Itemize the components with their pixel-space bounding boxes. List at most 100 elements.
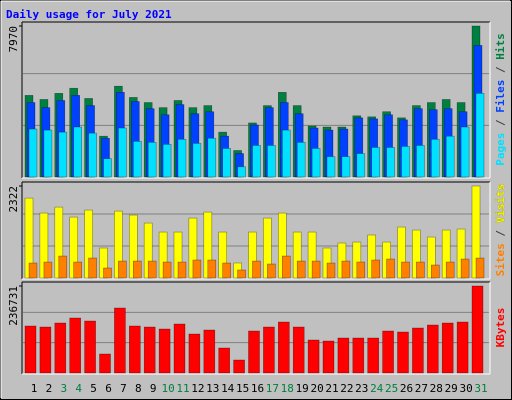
bar <box>28 262 38 279</box>
bar <box>207 137 217 178</box>
bar <box>233 359 245 374</box>
legend-entry: Hits <box>494 33 507 60</box>
legend: KBytes <box>494 308 507 348</box>
bar <box>416 261 425 279</box>
bar <box>296 142 306 178</box>
bar <box>426 324 439 374</box>
bar <box>173 323 186 374</box>
bar <box>307 339 320 374</box>
legend-entry: Sites <box>494 243 507 276</box>
x-tick-label: 9 <box>150 382 157 395</box>
bar <box>252 145 261 178</box>
x-tick-label: 25 <box>385 382 398 395</box>
bar <box>162 144 172 178</box>
bar <box>54 322 67 374</box>
bar <box>471 285 484 374</box>
bar <box>430 264 440 279</box>
bar <box>158 328 171 374</box>
bar <box>416 145 425 178</box>
bar <box>147 142 157 178</box>
bar <box>99 353 111 374</box>
bar <box>277 321 290 374</box>
legend-entry: Pages <box>494 133 507 166</box>
x-tick-label: 28 <box>430 382 443 395</box>
x-tick-label: 2 <box>46 382 53 395</box>
bar <box>58 255 68 279</box>
bar <box>337 337 350 374</box>
x-tick-label: 16 <box>251 382 264 395</box>
bar <box>371 147 381 178</box>
bar <box>69 317 81 374</box>
bar <box>475 93 485 178</box>
bar <box>133 140 142 178</box>
bar <box>311 148 321 178</box>
x-tick-label: 22 <box>340 382 353 395</box>
bar <box>248 330 260 374</box>
x-tick-label: 30 <box>459 382 472 395</box>
bar <box>412 327 424 374</box>
bar <box>237 166 246 178</box>
bar <box>103 158 112 178</box>
bar <box>456 321 469 374</box>
x-tick-label: 4 <box>75 382 82 395</box>
bar <box>129 325 141 374</box>
bar <box>352 337 365 374</box>
bar <box>371 259 381 279</box>
x-tick-label: 3 <box>60 382 67 395</box>
bar <box>147 260 157 279</box>
bar <box>445 135 455 178</box>
bar <box>43 261 53 279</box>
legend-separator: / <box>494 60 507 80</box>
bar <box>218 347 230 374</box>
bar <box>386 147 395 178</box>
x-tick-label: 17 <box>266 382 279 395</box>
y-tick-label: 2322 <box>7 186 20 213</box>
bar <box>281 129 291 178</box>
bar <box>73 126 82 178</box>
legend-separator: / <box>494 223 507 243</box>
x-tick-label: 6 <box>105 382 112 395</box>
bar <box>382 330 394 374</box>
bar <box>267 145 276 178</box>
bar <box>88 132 97 178</box>
bar <box>207 259 217 279</box>
x-tick-label: 1 <box>31 382 38 395</box>
legend-entry: Visits <box>494 184 507 224</box>
bar <box>367 337 380 374</box>
legend-separator: / <box>494 113 507 133</box>
bar <box>386 258 395 279</box>
y-tick-label: 236731 <box>7 286 20 326</box>
bar <box>311 260 321 279</box>
bar <box>397 331 409 374</box>
x-tick-label: 20 <box>310 382 323 395</box>
bar <box>114 307 126 374</box>
bar <box>475 257 485 279</box>
x-tick-label: 12 <box>191 382 204 395</box>
bar <box>322 340 335 374</box>
bar <box>326 262 336 279</box>
bar <box>237 269 246 279</box>
bar <box>84 320 96 374</box>
x-tick-label: 14 <box>221 382 235 395</box>
bar <box>267 263 276 279</box>
x-tick-label: 11 <box>176 382 189 395</box>
bar <box>292 326 305 374</box>
bar <box>263 326 275 374</box>
x-tick-label: 31 <box>474 382 487 395</box>
bar <box>192 143 202 178</box>
bar <box>118 260 127 279</box>
bar <box>460 258 470 279</box>
bar <box>177 261 187 279</box>
x-tick-label: 26 <box>400 382 413 395</box>
legend: Pages / Files / Hits <box>494 33 507 166</box>
x-tick-label: 18 <box>281 382 294 395</box>
bar <box>281 255 291 279</box>
bar <box>356 261 366 279</box>
y-tick-label: 7970 <box>7 26 20 53</box>
bar <box>296 260 306 279</box>
bar <box>73 261 82 279</box>
bar <box>88 257 97 279</box>
bar <box>118 127 127 178</box>
x-tick-label: 13 <box>206 382 219 395</box>
